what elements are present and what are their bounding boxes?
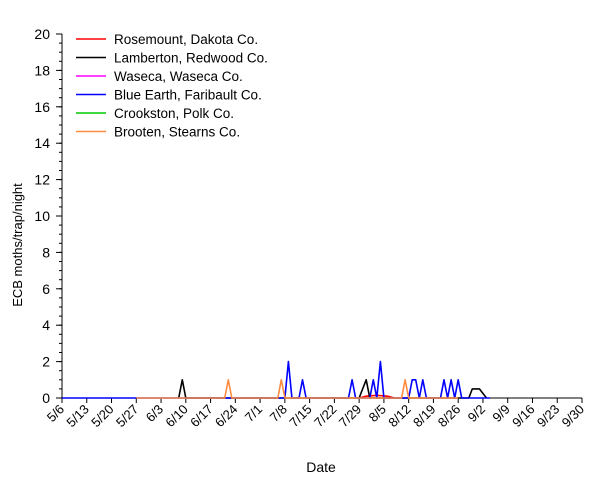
y-tick-label: 18 <box>34 62 50 78</box>
y-tick-label: 10 <box>34 208 50 224</box>
legend-label: Blue Earth, Faribault Co. <box>114 88 262 103</box>
x-tick-label: 7/22 <box>311 402 340 431</box>
x-tick-label: 6/10 <box>162 402 191 431</box>
x-tick-label: 9/23 <box>534 402 563 431</box>
y-tick-label: 2 <box>42 354 50 370</box>
x-axis-label: Date <box>306 459 336 475</box>
x-tick-label: 8/19 <box>410 402 439 431</box>
x-tick-label: 7/15 <box>286 402 315 431</box>
x-tick-label: 7/29 <box>336 402 365 431</box>
y-tick-label: 12 <box>34 172 50 188</box>
series-line-blue-earth <box>62 360 490 399</box>
x-axis: 5/65/135/205/27 6/36/106/176/24 7/1 7/87/15… <box>44 397 588 431</box>
legend-label: Brooten, Stearns Co. <box>114 125 240 140</box>
x-tick-label: 6/17 <box>187 402 216 431</box>
legend-label: Lamberton, Redwood Co. <box>114 51 268 66</box>
series-line-brooten <box>136 378 459 399</box>
x-tick-label: 5/27 <box>113 402 142 431</box>
x-tick-label: 6/24 <box>212 402 241 431</box>
y-tick-label: 0 <box>42 390 50 406</box>
x-tick-label: 9/30 <box>559 402 588 431</box>
y-tick-label: 16 <box>34 99 50 115</box>
y-axis: 0 2 4 6 8 10 12 14 16 18 20 <box>34 26 63 406</box>
y-tick-label: 20 <box>34 26 50 42</box>
x-tick-label: 9/16 <box>509 402 538 431</box>
series-line-lamberton <box>177 378 488 399</box>
x-tick-label: 8/26 <box>435 402 464 431</box>
y-tick-label: 8 <box>42 244 50 260</box>
legend-label: Crookston, Polk Co. <box>114 106 234 121</box>
x-tick-label: 5/13 <box>63 402 92 431</box>
legend: Rosemount, Dakota Co. Lamberton, Redwood … <box>76 32 268 140</box>
y-tick-label: 6 <box>42 281 50 297</box>
legend-label: Waseca, Waseca Co. <box>114 69 243 84</box>
series-lines <box>62 360 490 399</box>
y-tick-label: 14 <box>34 135 50 151</box>
x-tick-label: 8/12 <box>385 402 414 431</box>
legend-label: Rosemount, Dakota Co. <box>114 32 258 47</box>
x-tick-label: 8/5 <box>366 402 389 425</box>
x-tick-label: 5/20 <box>88 402 117 431</box>
x-tick-label: 7/8 <box>267 402 290 425</box>
y-tick-label: 4 <box>42 317 50 333</box>
y-axis-label: ECB moths/trap/night <box>10 183 25 307</box>
x-tick-label: 6/3 <box>143 402 166 425</box>
x-tick-label: 9/2 <box>465 402 488 425</box>
x-tick-label: 9/9 <box>489 402 512 425</box>
x-tick-label: 7/1 <box>242 402 265 425</box>
